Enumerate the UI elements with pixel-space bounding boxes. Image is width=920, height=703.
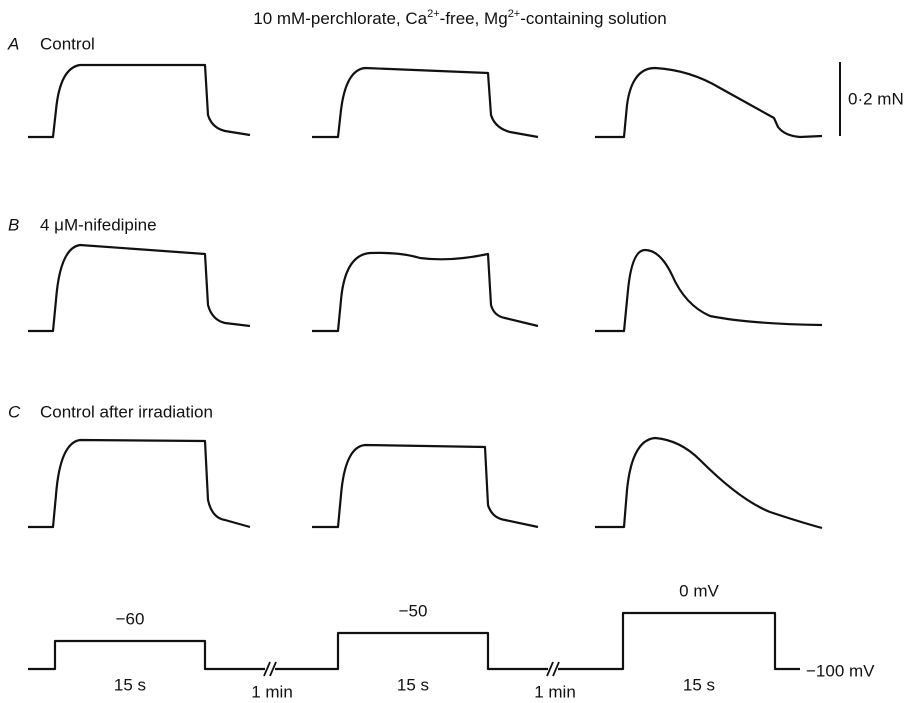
duration-label: 15 s bbox=[683, 675, 715, 694]
break-mark bbox=[263, 661, 277, 677]
panel-label: 4 μM-nifedipine bbox=[40, 215, 157, 234]
trace bbox=[595, 66, 823, 139]
scale-label: 0·2 mN bbox=[848, 89, 904, 108]
panel-letter: C bbox=[8, 402, 21, 421]
step-label: −50 bbox=[399, 601, 428, 620]
trace bbox=[28, 243, 251, 333]
figure-title: 10 mM-perchlorate, Ca2+-free, Mg2+-conta… bbox=[253, 8, 666, 29]
panel-label: Control after irradiation bbox=[40, 402, 213, 421]
trace bbox=[312, 443, 539, 529]
trace bbox=[28, 438, 251, 529]
interval-label: 1 min bbox=[251, 682, 293, 701]
trace bbox=[312, 66, 539, 139]
protocol-trace bbox=[28, 611, 800, 671]
duration-label: 15 s bbox=[397, 675, 429, 694]
duration-label: 15 s bbox=[114, 675, 146, 694]
trace bbox=[312, 251, 539, 333]
interval-label: 1 min bbox=[534, 682, 576, 701]
panel-label: Control bbox=[40, 34, 95, 53]
panel-letter: A bbox=[7, 34, 19, 53]
trace bbox=[595, 436, 823, 530]
step-label: 0 mV bbox=[679, 581, 719, 600]
trace bbox=[595, 248, 823, 333]
holding-label: −100 mV bbox=[806, 661, 875, 680]
trace bbox=[28, 63, 251, 139]
step-label: −60 bbox=[116, 609, 145, 628]
panel-letter: B bbox=[8, 215, 19, 234]
break-mark bbox=[546, 661, 560, 677]
